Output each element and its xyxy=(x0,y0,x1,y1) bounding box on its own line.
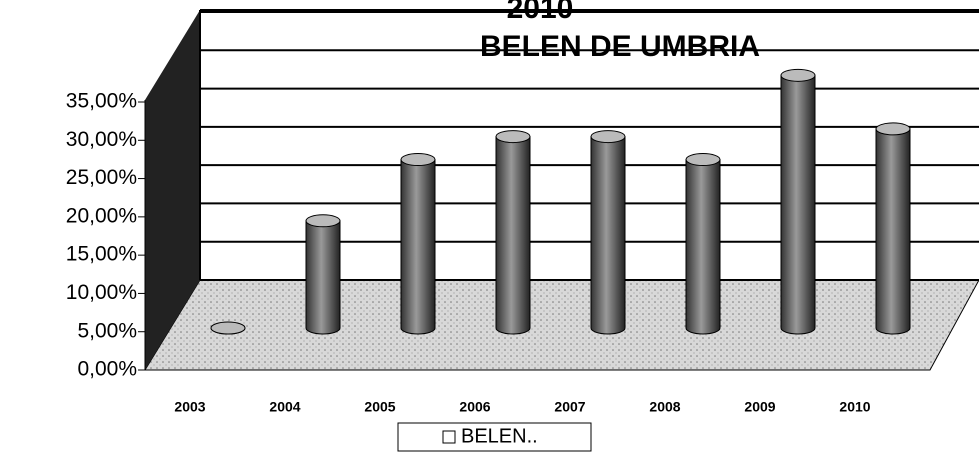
y-tick-label: 15,00% xyxy=(66,243,137,266)
bar xyxy=(875,122,911,335)
bar xyxy=(590,130,626,335)
floor xyxy=(144,279,979,371)
x-tick-label: 2003 xyxy=(174,399,205,415)
bar-body xyxy=(590,136,626,335)
y-tick-label: 35,00% xyxy=(66,90,137,113)
bar-body xyxy=(875,128,911,335)
y-tick-label: 25,00% xyxy=(66,166,137,189)
bar xyxy=(305,214,341,335)
bar-top xyxy=(495,130,531,144)
legend-swatch xyxy=(442,430,456,444)
y-tick-label: 10,00% xyxy=(66,281,137,304)
x-tick-label: 2004 xyxy=(269,399,300,415)
x-tick-label: 2009 xyxy=(744,399,775,415)
x-tick-label: 2010 xyxy=(839,399,870,415)
x-tick-label: 2008 xyxy=(649,399,680,415)
bar xyxy=(685,153,721,335)
y-tick-label: 30,00% xyxy=(66,128,137,151)
bar-top xyxy=(780,68,816,82)
bar-top xyxy=(210,321,246,335)
bar xyxy=(210,321,246,335)
x-tick-label: 2006 xyxy=(459,399,490,415)
bar-top xyxy=(400,153,436,167)
bar xyxy=(780,68,816,335)
bar-body xyxy=(495,136,531,335)
bar-body xyxy=(685,159,721,335)
bar-body xyxy=(305,220,341,335)
legend-label: BELEN.. xyxy=(461,425,538,447)
bar-top xyxy=(875,122,911,136)
chart-subtitle: BELEN DE UMBRIA xyxy=(480,30,760,63)
bar-top xyxy=(305,214,341,228)
bar-top xyxy=(685,153,721,167)
y-tick-label: 20,00% xyxy=(66,204,137,227)
bar xyxy=(400,153,436,335)
legend-box xyxy=(397,422,592,452)
bar xyxy=(495,130,531,335)
y-tick-label: 5,00% xyxy=(77,319,137,342)
bar-body xyxy=(780,74,816,335)
side-wall xyxy=(145,10,200,370)
bar-top xyxy=(590,130,626,144)
bar-body xyxy=(400,159,436,335)
y-tick-label: 0,00% xyxy=(77,358,137,381)
x-tick-label: 2007 xyxy=(554,399,585,415)
x-tick-label: 2005 xyxy=(364,399,395,415)
